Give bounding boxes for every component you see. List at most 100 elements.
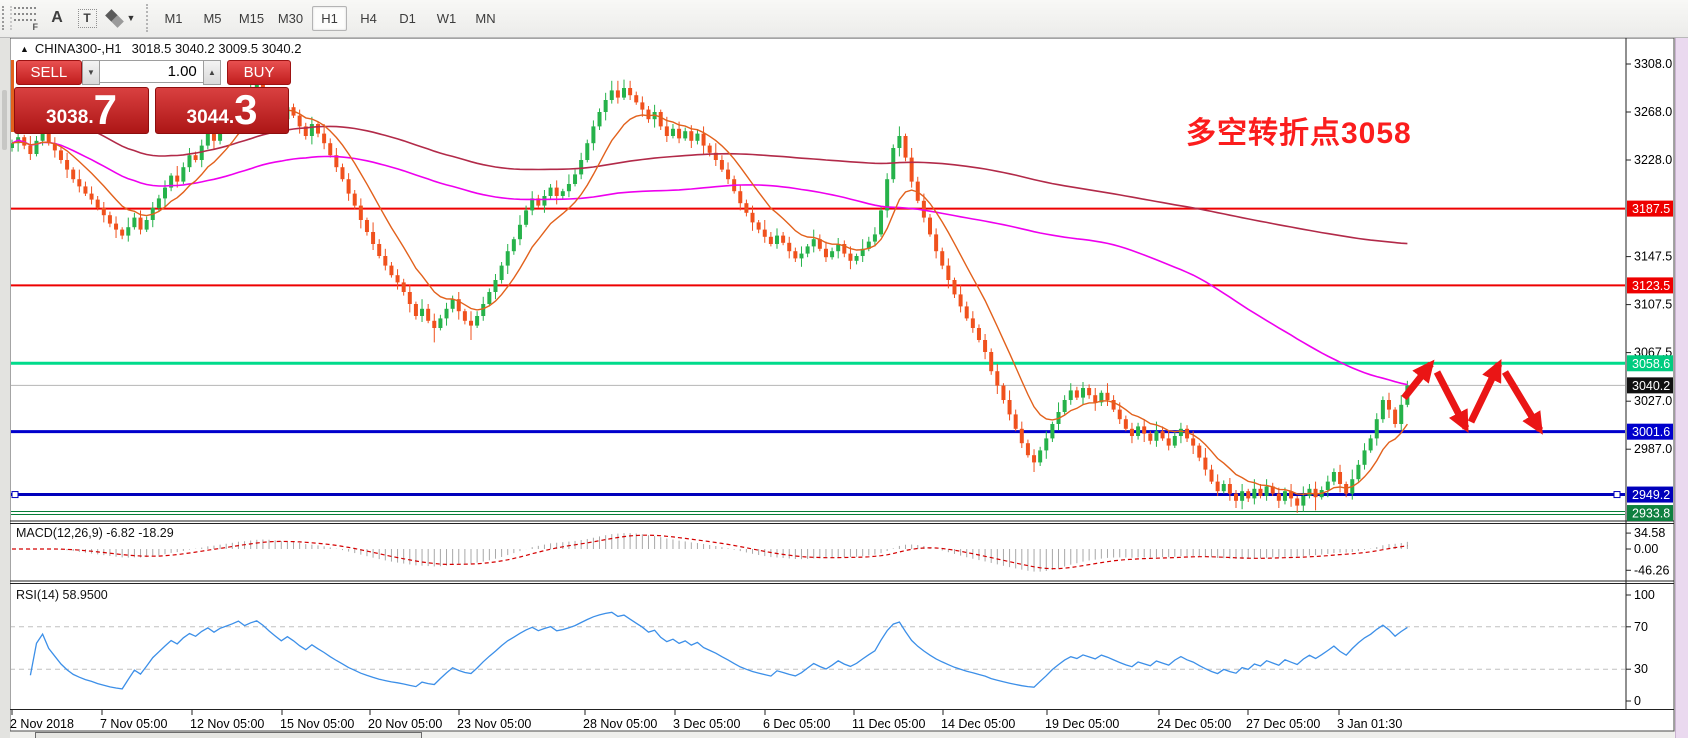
price-badge-text: 2949.2 xyxy=(1632,488,1670,502)
time-tick-label: 24 Dec 05:00 xyxy=(1157,717,1231,731)
price-axis: 3308.03268.03228.03147.53107.53067.53027… xyxy=(1626,57,1673,708)
toolbar-separator xyxy=(146,4,148,32)
right-edge-strip[interactable] xyxy=(1675,38,1688,738)
macd-signal-line xyxy=(12,534,1408,570)
candlesticks xyxy=(11,72,1410,513)
collapse-triangle-icon[interactable]: ▲ xyxy=(20,44,29,54)
tab-timeframe-M15[interactable]: M15 xyxy=(238,10,265,26)
toolbar-grip[interactable] xyxy=(2,6,12,30)
rsi-tick-label: 70 xyxy=(1634,620,1648,634)
trend-arrow[interactable] xyxy=(1502,370,1543,435)
time-tick-label: 3 Jan 01:30 xyxy=(1337,717,1402,731)
macd-indicator xyxy=(12,533,1408,572)
tab-timeframe-M5[interactable]: M5 xyxy=(203,10,222,26)
horizontal-level-lines[interactable] xyxy=(10,207,1626,516)
scrollbar-thumb[interactable] xyxy=(35,732,422,738)
tab-timeframe-H4[interactable]: H4 xyxy=(360,10,377,26)
tab-timeframe-M30[interactable]: M30 xyxy=(277,10,304,26)
time-tick-label: 7 Nov 05:00 xyxy=(100,717,167,731)
rsi-indicator xyxy=(11,611,1625,690)
price-badge-text: 3040.2 xyxy=(1632,379,1670,393)
toolbar: F A T ▼ M1 M5 M15 M30 H1 H4 D1 W1 MN xyxy=(0,0,1688,38)
volume-input[interactable]: 1.00 xyxy=(100,60,203,83)
price-tick-label: 3268.0 xyxy=(1634,105,1672,119)
price-badge-text: 2933.8 xyxy=(1632,507,1670,521)
price-badge-3058.6 xyxy=(1627,355,1673,372)
time-tick-label: 14 Dec 05:00 xyxy=(941,717,1015,731)
time-tick-label: 27 Dec 05:00 xyxy=(1246,717,1320,731)
chevron-down-icon: ▼ xyxy=(126,13,136,23)
tab-timeframe-M1[interactable]: M1 xyxy=(164,10,183,26)
horizontal-scrollbar xyxy=(10,732,1674,738)
tab-timeframe-D1[interactable]: D1 xyxy=(399,10,416,26)
time-tick-label: 2 Nov 2018 xyxy=(10,717,74,731)
price-tick-label: 2987.0 xyxy=(1634,442,1672,456)
time-tick-label: 6 Dec 05:00 xyxy=(763,717,830,731)
time-tick-label: 3 Dec 05:00 xyxy=(673,717,740,731)
timeframe-buttons: M1 M5 M15 M30 H1 H4 D1 W1 MN xyxy=(154,4,505,32)
price-badge-2949.2 xyxy=(1627,486,1673,503)
time-tick-label: 11 Dec 05:00 xyxy=(852,717,925,731)
arrows-objects-icon[interactable]: ▼ xyxy=(104,5,138,31)
tab-timeframe-W1[interactable]: W1 xyxy=(436,10,457,26)
left-edge-strip xyxy=(0,38,10,738)
chart-window-frame xyxy=(9,37,1675,732)
sell-button[interactable]: SELL xyxy=(16,60,82,85)
left-scroll-handle[interactable] xyxy=(2,90,7,150)
indicator-titles: MACD(12,26,9) -6.82 -18.29 RSI(14) 58.950… xyxy=(16,526,174,602)
one-click-trading-panel: SELL ▼ 1.00 ▲ BUY 3038. 7 3044. 3 xyxy=(11,58,291,134)
line-handle[interactable] xyxy=(11,491,19,499)
price-badge-3001.6 xyxy=(1627,423,1673,440)
price-tick-label: 3147.5 xyxy=(1634,250,1672,264)
buy-price-main: 3044 xyxy=(186,107,229,128)
ma-mid-line xyxy=(11,139,1408,386)
price-badge-text: 3187.5 xyxy=(1632,202,1670,216)
line-handle[interactable] xyxy=(1613,491,1621,499)
price-tick-label: 3107.5 xyxy=(1634,298,1672,312)
time-tick-label: 19 Dec 05:00 xyxy=(1045,717,1119,731)
buy-price-box[interactable]: 3044. 3 xyxy=(155,87,289,134)
rsi-tick-label: 100 xyxy=(1634,588,1655,602)
symbol-header[interactable]: ▲ CHINA300-,H1 3018.5 3040.2 3009.5 3040.2 xyxy=(20,41,302,56)
font-a-icon[interactable]: A xyxy=(51,9,63,26)
trend-arrow[interactable] xyxy=(1401,359,1435,401)
ma-slow-line xyxy=(11,109,1408,245)
macd-tick-label: -46.26 xyxy=(1634,563,1669,577)
ohlc-values: 3018.5 3040.2 3009.5 3040.2 xyxy=(131,41,302,56)
indicator-list-icon[interactable]: F xyxy=(12,5,38,32)
buy-button[interactable]: BUY xyxy=(227,60,291,85)
decimal-dot: . xyxy=(88,107,94,128)
dots-row xyxy=(14,19,36,25)
macd-tick-label: 0.00 xyxy=(1634,542,1658,556)
macd-title: MACD(12,26,9) -6.82 -18.29 xyxy=(16,526,174,540)
price-badge-3123.5 xyxy=(1627,277,1673,294)
volume-decrease-button[interactable]: ▼ xyxy=(81,60,101,85)
sell-price-box[interactable]: 3038. 7 xyxy=(14,87,149,134)
symbol-period-label: CHINA300-,H1 xyxy=(34,41,122,56)
text-label-icon[interactable]: T xyxy=(76,5,98,31)
tab-timeframe-H1[interactable]: H1 xyxy=(312,5,347,31)
time-tick-label: 28 Nov 05:00 xyxy=(583,717,657,731)
price-tick-label: 3308.0 xyxy=(1634,57,1672,71)
rsi-line xyxy=(29,611,1408,690)
price-badge-text: 3123.5 xyxy=(1632,279,1670,293)
tab-timeframe-MN[interactable]: MN xyxy=(475,10,496,26)
price-badge-3040.2 xyxy=(1627,377,1673,394)
buy-price-decimal: 3 xyxy=(234,86,258,133)
chart-annotation-text[interactable]: 多空转折点3058 xyxy=(1186,117,1412,150)
trend-arrow[interactable] xyxy=(1467,358,1503,424)
volume-increase-button[interactable]: ▲ xyxy=(202,60,222,85)
price-badge-2933.8 xyxy=(1627,505,1673,522)
zigzag-arrows[interactable] xyxy=(1401,358,1543,435)
price-badge-3187.5 xyxy=(1627,200,1673,217)
price-tick-label: 3228.0 xyxy=(1634,153,1672,167)
panel-separators xyxy=(10,38,1674,710)
sell-price-decimal: 7 xyxy=(93,86,117,133)
sell-price-main: 3038 xyxy=(46,107,89,128)
trend-arrow[interactable] xyxy=(1433,370,1470,433)
time-tick-label: 15 Nov 05:00 xyxy=(280,717,354,731)
price-tick-label: 3027.0 xyxy=(1634,394,1672,408)
time-tick-label: 12 Nov 05:00 xyxy=(190,717,264,731)
